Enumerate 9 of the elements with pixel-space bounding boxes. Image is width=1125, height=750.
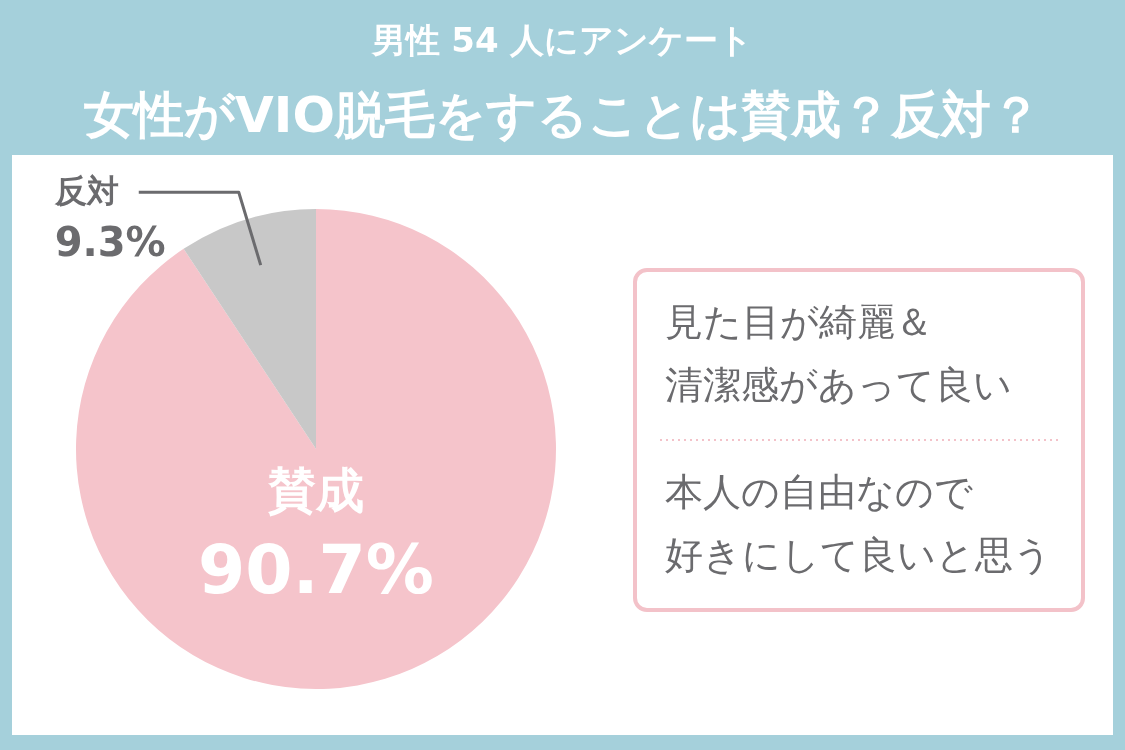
data-label: 9.3% bbox=[54, 219, 166, 266]
text: 本人の自由なので好きにして良いと思う bbox=[665, 469, 1052, 577]
slice-label: 反対 bbox=[53, 172, 119, 211]
chart-subtitle: 男性 54 人にアンケート bbox=[370, 20, 754, 60]
pie-slice bbox=[183, 209, 316, 449]
text: 見た目が綺麗＆清潔感があって良い bbox=[665, 299, 1012, 407]
chart-title: 女性がVIO脱毛をすることは賛成？反対？ bbox=[83, 86, 1041, 144]
slice-label: 賛成 bbox=[267, 462, 364, 518]
data-label: 90.7% bbox=[198, 530, 434, 609]
